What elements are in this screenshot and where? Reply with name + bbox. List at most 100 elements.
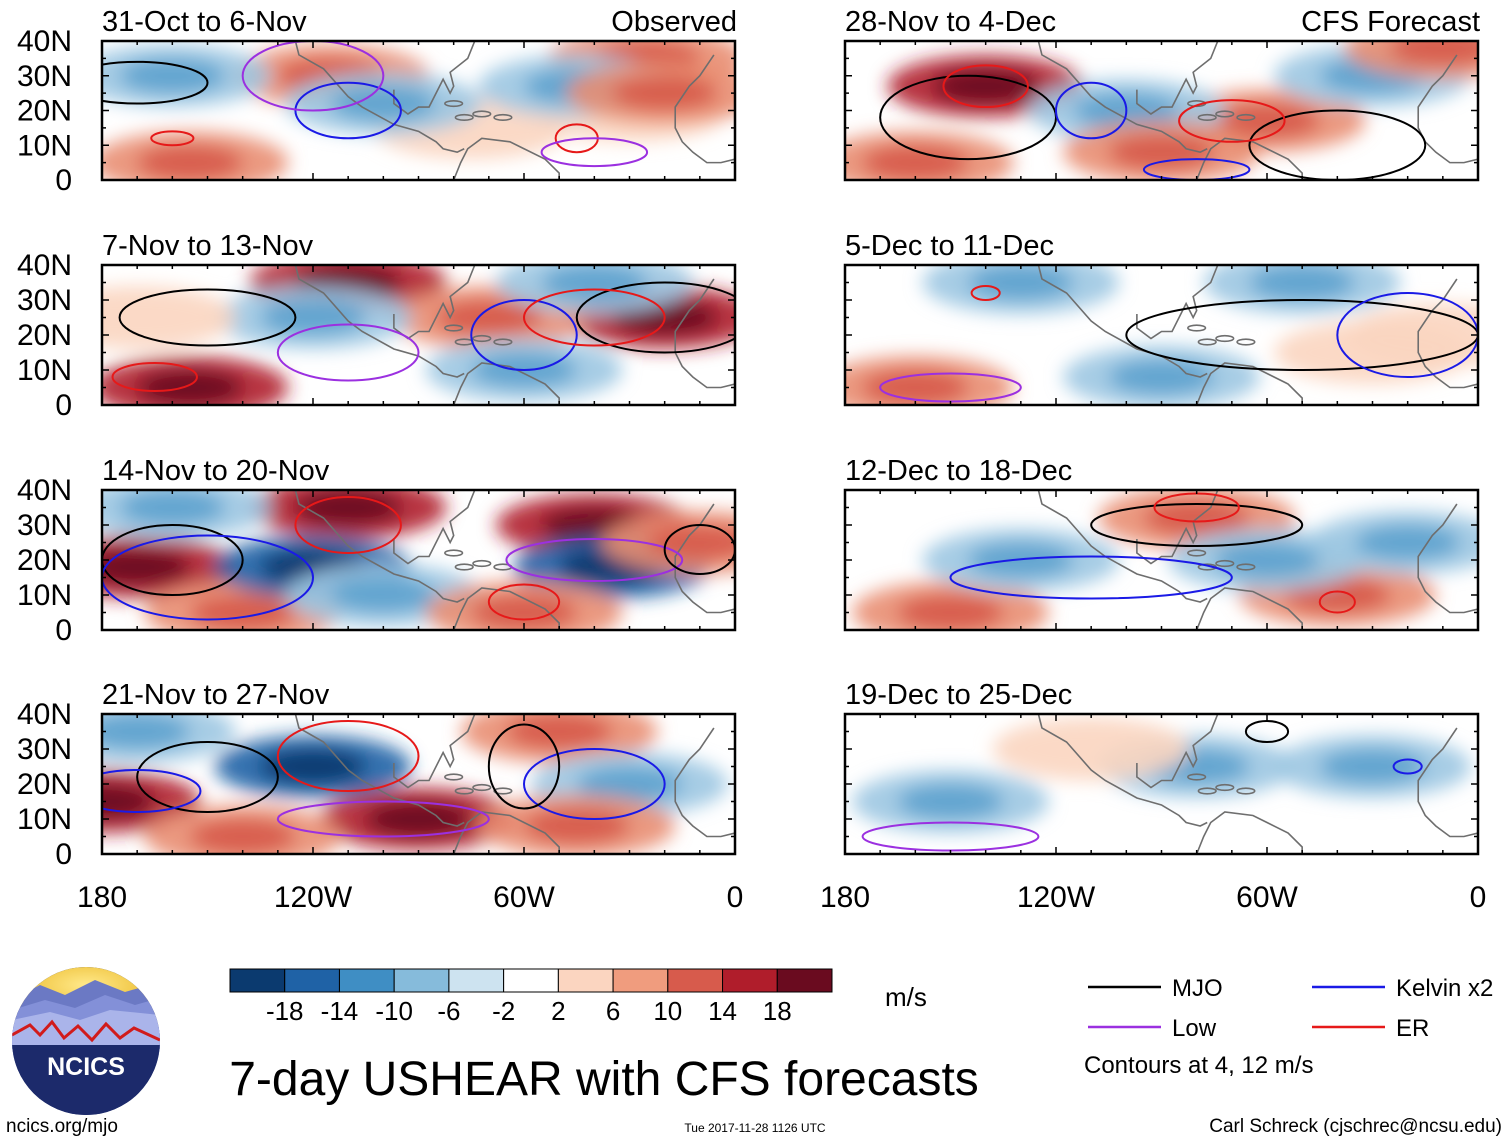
anomaly-core — [102, 549, 190, 585]
x-tick-label: 120W — [274, 881, 353, 914]
anomaly-core — [897, 784, 1004, 819]
anomaly-core — [189, 595, 296, 630]
y-tick-label: 30N — [17, 733, 72, 766]
panel-title: 7-Nov to 13-Nov — [102, 230, 314, 262]
anomaly-core — [897, 595, 1004, 630]
low-contour — [241, 41, 385, 112]
er-contour — [1178, 99, 1286, 143]
coastline-1 — [393, 714, 476, 789]
anomaly-field — [102, 490, 735, 630]
anomaly-core — [260, 300, 366, 335]
y-tick-label: 20N — [17, 95, 72, 128]
kelvin-contour — [102, 534, 314, 621]
coastline-0 — [1037, 714, 1208, 827]
anomaly-field — [845, 265, 1478, 405]
anomaly-core — [1108, 134, 1215, 170]
low-contour — [276, 800, 490, 838]
colorbar-label: -10 — [375, 996, 413, 1026]
kelvin-contour — [102, 769, 202, 813]
er-contour — [1318, 590, 1356, 614]
anomaly-core — [611, 75, 718, 111]
colorbar-swatch — [776, 968, 833, 993]
panel-title: 21-Nov to 27-Nov — [102, 679, 330, 711]
panel-ticks — [844, 713, 1479, 855]
island — [1215, 559, 1235, 568]
coastline-0 — [294, 714, 465, 827]
coastlines — [294, 490, 735, 630]
island — [444, 324, 464, 332]
low-contour — [276, 323, 420, 382]
y-tick-label: 20N — [17, 319, 72, 352]
panel-ticks — [844, 489, 1479, 631]
er-contour — [150, 130, 195, 147]
island — [1187, 324, 1207, 332]
coastlines — [1037, 490, 1478, 630]
panel-tag: Observed — [611, 6, 737, 38]
island — [454, 113, 474, 122]
coastline-2 — [452, 137, 560, 180]
island — [454, 787, 474, 795]
mjo-contour — [102, 524, 244, 596]
panel-title: 19-Dec to 25-Dec — [845, 679, 1072, 711]
mjo-contour — [487, 723, 561, 810]
coastline-3 — [1417, 727, 1478, 838]
anomaly-core — [260, 749, 366, 784]
anomaly-blobs — [845, 41, 1478, 180]
y-tick-label: 10N — [17, 129, 72, 162]
kelvin-contour — [1055, 81, 1128, 140]
anomaly-core — [119, 490, 226, 525]
y-tick-label: 0 — [55, 164, 72, 197]
mjo-contour — [136, 741, 279, 813]
coastline-2 — [1195, 587, 1303, 630]
anomaly-core — [576, 766, 683, 802]
anomaly-blob — [1344, 303, 1478, 367]
anomaly-core — [295, 490, 401, 525]
island — [1187, 773, 1207, 781]
coastline-1 — [393, 490, 476, 565]
anomaly-blobs — [845, 265, 1478, 405]
coastline-2 — [452, 811, 560, 854]
island — [493, 113, 513, 122]
colorbar-swatch — [557, 968, 614, 993]
legend: MJO Kelvin x2 Low ER — [1088, 975, 1493, 1042]
contour-overlays — [879, 64, 1427, 180]
anomaly-core — [932, 68, 1039, 104]
panel-ticks — [844, 40, 1479, 181]
low-contour — [505, 538, 684, 582]
y-tick-label: 0 — [55, 389, 72, 422]
anomaly-core — [102, 714, 190, 749]
y-tick-label: 0 — [55, 838, 72, 871]
timestamp: Tue 2017-11-28 1126 UTC — [684, 1121, 826, 1135]
x-tick-label: 180 — [77, 881, 127, 914]
kelvin-contour — [1392, 758, 1423, 775]
anomaly-core — [365, 801, 472, 837]
footer-link[interactable]: ncics.org/mjo — [6, 1116, 118, 1137]
island — [1236, 563, 1256, 571]
legend-label: ER — [1396, 1015, 1429, 1042]
island — [1215, 110, 1235, 118]
island — [1215, 783, 1235, 792]
mjo-contour — [118, 288, 297, 347]
coastline-3 — [674, 503, 735, 614]
x-tick-label: 60W — [1236, 881, 1298, 914]
colorbar-label: 2 — [551, 996, 565, 1026]
coastline-0 — [1037, 265, 1208, 378]
coastlines — [1037, 41, 1478, 180]
panel-ticks — [101, 713, 736, 855]
anomaly-core — [1214, 103, 1320, 139]
island — [444, 549, 464, 557]
anomaly-field — [102, 41, 735, 180]
coastline-1 — [1136, 41, 1219, 115]
colorbar-label: 18 — [763, 996, 792, 1026]
kelvin-contour — [949, 555, 1233, 600]
panel-6: 12-Dec to 18-Dec — [843, 455, 1480, 632]
legend-label: MJO — [1172, 975, 1223, 1002]
anomaly-core — [330, 86, 437, 121]
anomaly-core — [862, 370, 969, 405]
colorbar-label: -2 — [492, 996, 515, 1026]
anomaly-core — [968, 265, 1074, 300]
